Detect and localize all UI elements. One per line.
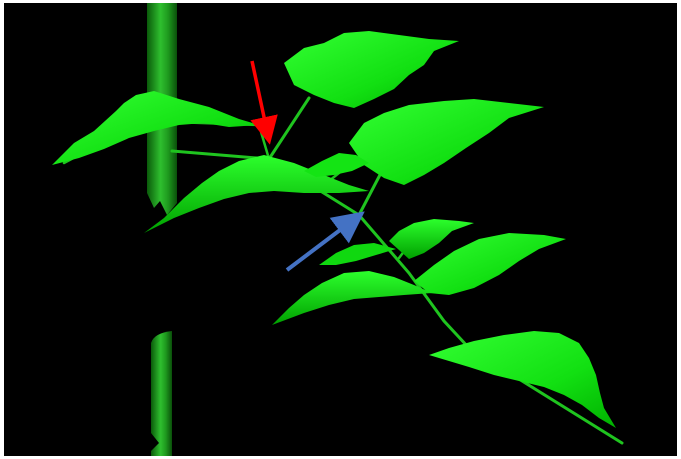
leaf-bottom-large	[429, 331, 616, 428]
blue-arrow	[285, 211, 365, 272]
leaf-small-center	[304, 153, 369, 177]
leaf-right-medium	[414, 233, 566, 295]
red-arrow	[250, 60, 278, 145]
leaf-top-center	[284, 31, 459, 108]
leaf-right-small	[389, 219, 474, 259]
leaves	[52, 31, 616, 428]
annotations	[250, 60, 365, 272]
leaf-center-large	[349, 99, 544, 185]
leaf-left-upper	[52, 91, 259, 165]
leaf-small-left-lower	[319, 243, 396, 265]
plant-3d-render	[4, 3, 677, 456]
plant-render-viewport	[4, 3, 677, 456]
leaf-lower-left	[272, 271, 432, 325]
